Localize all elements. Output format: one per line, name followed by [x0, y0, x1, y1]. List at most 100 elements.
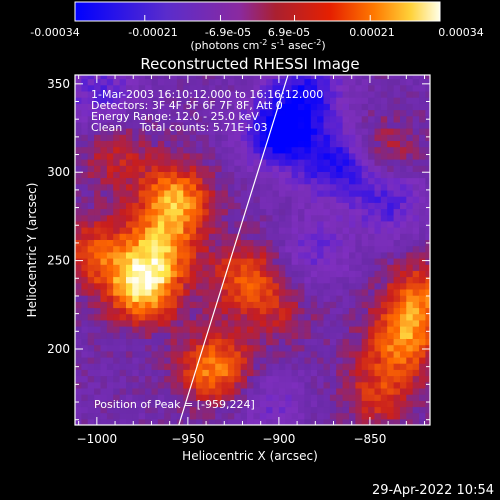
heatmap-cell [361, 251, 369, 259]
heatmap-cell [234, 375, 242, 383]
heatmap-cell [349, 264, 356, 271]
heatmap-cell [176, 301, 184, 309]
heatmap-cell [138, 338, 146, 346]
heatmap-cell [361, 227, 369, 234]
heatmap-cell [342, 288, 350, 296]
heatmap-cell [221, 307, 229, 315]
heatmap-cell [285, 295, 293, 302]
heatmap-cell [113, 338, 121, 346]
heatmap-cell [132, 227, 140, 234]
heatmap-cell [298, 319, 305, 327]
heatmap-cell [387, 288, 395, 296]
heatmap-cell [266, 369, 274, 377]
heatmap-cell [176, 128, 184, 135]
heatmap-cell [113, 227, 121, 234]
heatmap-cell [374, 251, 382, 259]
heatmap-cell [113, 412, 121, 420]
heatmap-cell [400, 128, 407, 135]
heatmap-cell [342, 350, 350, 358]
heatmap-cell [94, 258, 102, 265]
heatmap-cell [310, 394, 318, 401]
heatmap-cell [145, 78, 153, 86]
heatmap-cell [272, 369, 280, 377]
heatmap-cell [310, 97, 318, 104]
heatmap-cell [400, 381, 407, 389]
heatmap-cell [176, 189, 184, 197]
heatmap-cell [100, 258, 108, 265]
heatmap-cell [247, 165, 254, 172]
heatmap-cell [298, 220, 305, 228]
heatmap-cell [87, 387, 95, 395]
heatmap-cell [234, 103, 242, 111]
heatmap-cell [94, 159, 102, 166]
heatmap-cell [361, 387, 369, 395]
heatmap-cell [412, 406, 420, 414]
heatmap-cell [247, 381, 254, 389]
heatmap-cell [304, 109, 312, 117]
heatmap-cell [151, 344, 159, 352]
heatmap-cell [247, 103, 254, 111]
heatmap-cell [400, 319, 407, 327]
heatmap-cell [234, 75, 242, 80]
heatmap-cell [406, 97, 414, 104]
heatmap-cell [374, 350, 382, 358]
heatmap-cell [170, 121, 178, 129]
heatmap-cell [87, 202, 95, 210]
heatmap-cell [221, 332, 229, 339]
heatmap-cell [234, 109, 242, 117]
heatmap-cell [361, 220, 369, 228]
heatmap-cell [419, 214, 427, 222]
heatmap-cell [425, 227, 430, 234]
heatmap-cell [368, 109, 376, 117]
heatmap-cell [227, 394, 235, 401]
heatmap-cell [323, 326, 331, 333]
heatmap-cell [106, 109, 114, 117]
heatmap-cell [106, 245, 114, 253]
heatmap-cell [374, 121, 382, 129]
heatmap-cell [323, 115, 331, 123]
heatmap-cell [304, 344, 312, 352]
heatmap-cell [285, 418, 293, 425]
heatmap-cell [170, 103, 178, 111]
heatmap-cell [253, 288, 261, 296]
heatmap-cell [266, 177, 274, 185]
heatmap-cell [304, 363, 312, 370]
heatmap-cell [278, 319, 286, 327]
heatmap-cell [75, 369, 82, 377]
heatmap-cell [227, 381, 235, 389]
heatmap-cell [253, 121, 261, 129]
heatmap-cell [240, 394, 248, 401]
heatmap-cell [208, 406, 216, 414]
heatmap-cell [94, 369, 102, 377]
heatmap-cell [310, 400, 318, 408]
heatmap-cell [317, 84, 325, 92]
heatmap-cell [87, 183, 95, 191]
heatmap-cell [189, 338, 197, 346]
heatmap-cell [387, 332, 395, 339]
heatmap-cell [113, 103, 121, 111]
heatmap-cell [412, 288, 420, 296]
heatmap-cell [164, 115, 172, 123]
heatmap-cell [234, 202, 242, 210]
heatmap-cell [349, 152, 356, 160]
heatmap-cell [183, 369, 191, 377]
heatmap-cell [87, 288, 95, 296]
heatmap-cell [247, 146, 254, 154]
heatmap-cell [406, 103, 414, 111]
heatmap-cell [278, 75, 286, 80]
heatmap-cell [202, 258, 210, 265]
heatmap-cell [221, 270, 229, 278]
heatmap-cell [221, 171, 229, 179]
heatmap-cell [196, 338, 204, 346]
heatmap-cell [278, 288, 286, 296]
heatmap-cell [157, 418, 165, 425]
heatmap-cell [202, 171, 210, 179]
heatmap-cell [202, 245, 210, 253]
heatmap-cell [113, 319, 121, 327]
heatmap-cell [285, 115, 293, 123]
heatmap-cell [317, 115, 325, 123]
heatmap-cell [387, 177, 395, 185]
colorbar [74, 1, 441, 22]
heatmap-cell [100, 394, 108, 401]
heatmap-cell [412, 350, 420, 358]
